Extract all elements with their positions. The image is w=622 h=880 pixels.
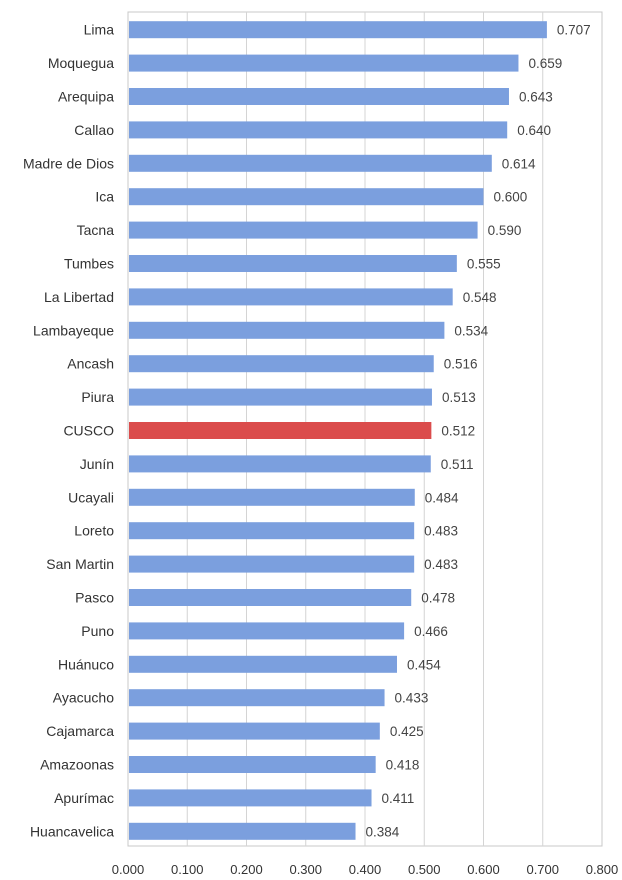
category-label: Lima xyxy=(84,22,115,38)
category-label: Ica xyxy=(95,189,114,205)
bar xyxy=(129,321,445,339)
category-label: Puno xyxy=(81,623,114,639)
data-label: 0.511 xyxy=(441,457,474,472)
data-label: 0.512 xyxy=(441,424,475,439)
data-label: 0.707 xyxy=(557,23,591,38)
category-label: Cajamarca xyxy=(46,723,114,739)
bar xyxy=(129,154,492,172)
x-tick-label: 0.800 xyxy=(586,862,619,877)
category-label: Ancash xyxy=(67,356,114,372)
bar xyxy=(129,355,434,373)
x-tick-label: 0.600 xyxy=(467,862,500,877)
data-label: 0.411 xyxy=(382,791,415,806)
bar xyxy=(129,789,372,807)
x-tick-label: 0.100 xyxy=(171,862,204,877)
category-label: San Martin xyxy=(46,556,114,572)
bar xyxy=(129,655,397,673)
bar xyxy=(129,288,453,306)
grid-layer xyxy=(127,11,603,847)
category-label: Tacna xyxy=(77,222,115,238)
data-label: 0.643 xyxy=(519,90,553,105)
bar xyxy=(129,388,432,406)
bar xyxy=(129,455,431,473)
bar xyxy=(129,121,508,139)
category-label: Piura xyxy=(81,389,114,405)
bar xyxy=(129,622,405,640)
x-tick-label: 0.200 xyxy=(230,862,263,877)
data-label: 0.659 xyxy=(528,56,562,71)
category-label: La Libertad xyxy=(44,289,114,305)
data-label: 0.548 xyxy=(463,290,497,305)
x-tick-label: 0.000 xyxy=(112,862,145,877)
data-label: 0.640 xyxy=(517,123,551,138)
data-label: 0.478 xyxy=(421,591,455,606)
data-label: 0.555 xyxy=(467,257,501,272)
data-label: 0.513 xyxy=(442,390,476,405)
bar xyxy=(129,522,415,540)
x-tick-label: 0.700 xyxy=(526,862,559,877)
category-label: Tumbes xyxy=(64,256,114,272)
bar xyxy=(129,722,380,740)
bar-layer xyxy=(129,21,547,840)
category-label: CUSCO xyxy=(63,423,114,439)
bar xyxy=(129,255,457,272)
category-label: Lambayeque xyxy=(33,322,114,338)
bar xyxy=(129,689,385,707)
data-label: 0.483 xyxy=(424,524,458,539)
category-label: Moquegua xyxy=(48,55,114,71)
category-label: Huancavelica xyxy=(30,823,114,839)
bar xyxy=(129,488,415,506)
category-label: Loreto xyxy=(74,523,114,539)
bar xyxy=(129,822,356,840)
data-label: 0.600 xyxy=(494,190,528,205)
category-label: Huánuco xyxy=(58,656,114,672)
category-label: Ucayali xyxy=(68,489,114,505)
bar xyxy=(129,555,415,573)
data-label: 0.454 xyxy=(407,657,441,672)
x-tick-labels: 0.000 0.100 0.200 0.300 0.400 0.500 0.600 0.700… xyxy=(112,862,619,877)
category-label: Junín xyxy=(80,456,114,472)
bar xyxy=(129,756,376,773)
data-label: 0.590 xyxy=(488,223,522,238)
bar xyxy=(129,54,519,72)
category-label: Arequipa xyxy=(58,89,114,105)
x-tick-label: 0.300 xyxy=(289,862,322,877)
category-label: Ayacucho xyxy=(53,690,114,706)
data-label: 0.534 xyxy=(454,323,488,338)
bar xyxy=(129,188,484,206)
category-label: Madre de Dios xyxy=(23,155,114,171)
data-label: 0.466 xyxy=(414,624,448,639)
data-label: 0.418 xyxy=(386,758,420,773)
data-label: 0.614 xyxy=(502,156,536,171)
bar xyxy=(129,21,547,39)
value-labels: 0.707 0.659 0.643 0.640 0.614 0.600 0.590 0.555… xyxy=(366,23,591,840)
bar-highlight xyxy=(129,422,432,439)
x-tick-label: 0.500 xyxy=(408,862,441,877)
data-label: 0.484 xyxy=(425,490,459,505)
category-label: Amazoonas xyxy=(40,757,114,773)
data-label: 0.425 xyxy=(390,724,424,739)
data-label: 0.483 xyxy=(424,557,458,572)
x-tick-label: 0.400 xyxy=(349,862,382,877)
bar xyxy=(129,88,509,105)
category-label: Apurímac xyxy=(54,790,114,806)
data-label: 0.433 xyxy=(395,691,429,706)
category-labels: Lima Moquegua Arequipa Callao Madre de Dios I… xyxy=(23,22,114,840)
category-label: Callao xyxy=(74,122,114,138)
bar xyxy=(129,221,478,239)
data-label: 0.516 xyxy=(444,357,478,372)
bar xyxy=(129,589,412,606)
data-label: 0.384 xyxy=(366,824,400,839)
category-label: Pasco xyxy=(75,590,114,606)
